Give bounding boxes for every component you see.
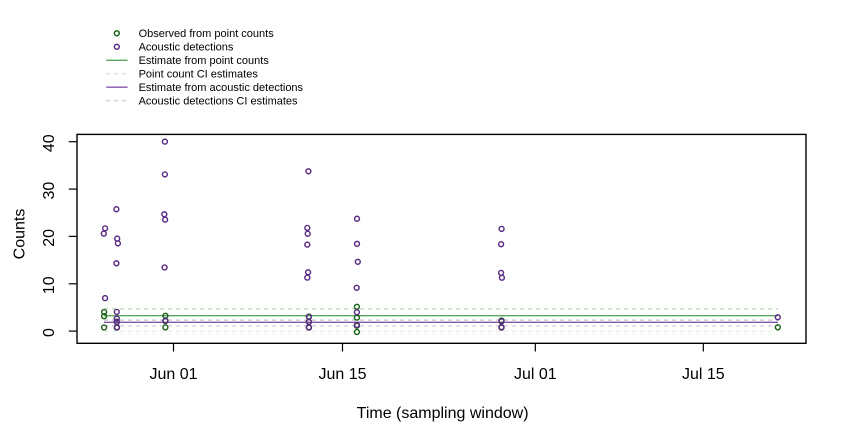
svg-text:Jun 01: Jun 01 xyxy=(149,366,197,383)
svg-text:Jun 15: Jun 15 xyxy=(318,366,366,383)
svg-text:Estimate from acoustic detecti: Estimate from acoustic detections xyxy=(139,82,304,94)
svg-text:Acoustic detections: Acoustic detections xyxy=(139,42,234,54)
svg-text:Jul 15: Jul 15 xyxy=(682,366,725,383)
svg-text:30: 30 xyxy=(41,182,58,200)
svg-text:Acoustic detections CI estimat: Acoustic detections CI estimates xyxy=(139,96,298,108)
svg-text:Point count CI estimates: Point count CI estimates xyxy=(139,69,259,81)
svg-text:40: 40 xyxy=(41,134,58,152)
svg-text:Estimate from point counts: Estimate from point counts xyxy=(139,55,270,67)
svg-text:Observed from point counts: Observed from point counts xyxy=(139,28,275,40)
svg-text:10: 10 xyxy=(41,276,58,294)
svg-text:Counts: Counts xyxy=(12,209,29,260)
svg-text:Time (sampling window): Time (sampling window) xyxy=(357,405,529,422)
svg-text:Jul 01: Jul 01 xyxy=(514,366,557,383)
svg-text:20: 20 xyxy=(41,229,58,247)
svg-text:0: 0 xyxy=(41,328,58,337)
